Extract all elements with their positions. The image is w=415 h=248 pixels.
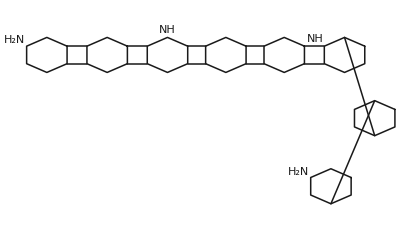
Text: NH: NH bbox=[308, 34, 324, 44]
Text: NH: NH bbox=[159, 26, 176, 35]
Text: H₂N: H₂N bbox=[3, 35, 24, 45]
Text: H₂N: H₂N bbox=[288, 167, 309, 177]
